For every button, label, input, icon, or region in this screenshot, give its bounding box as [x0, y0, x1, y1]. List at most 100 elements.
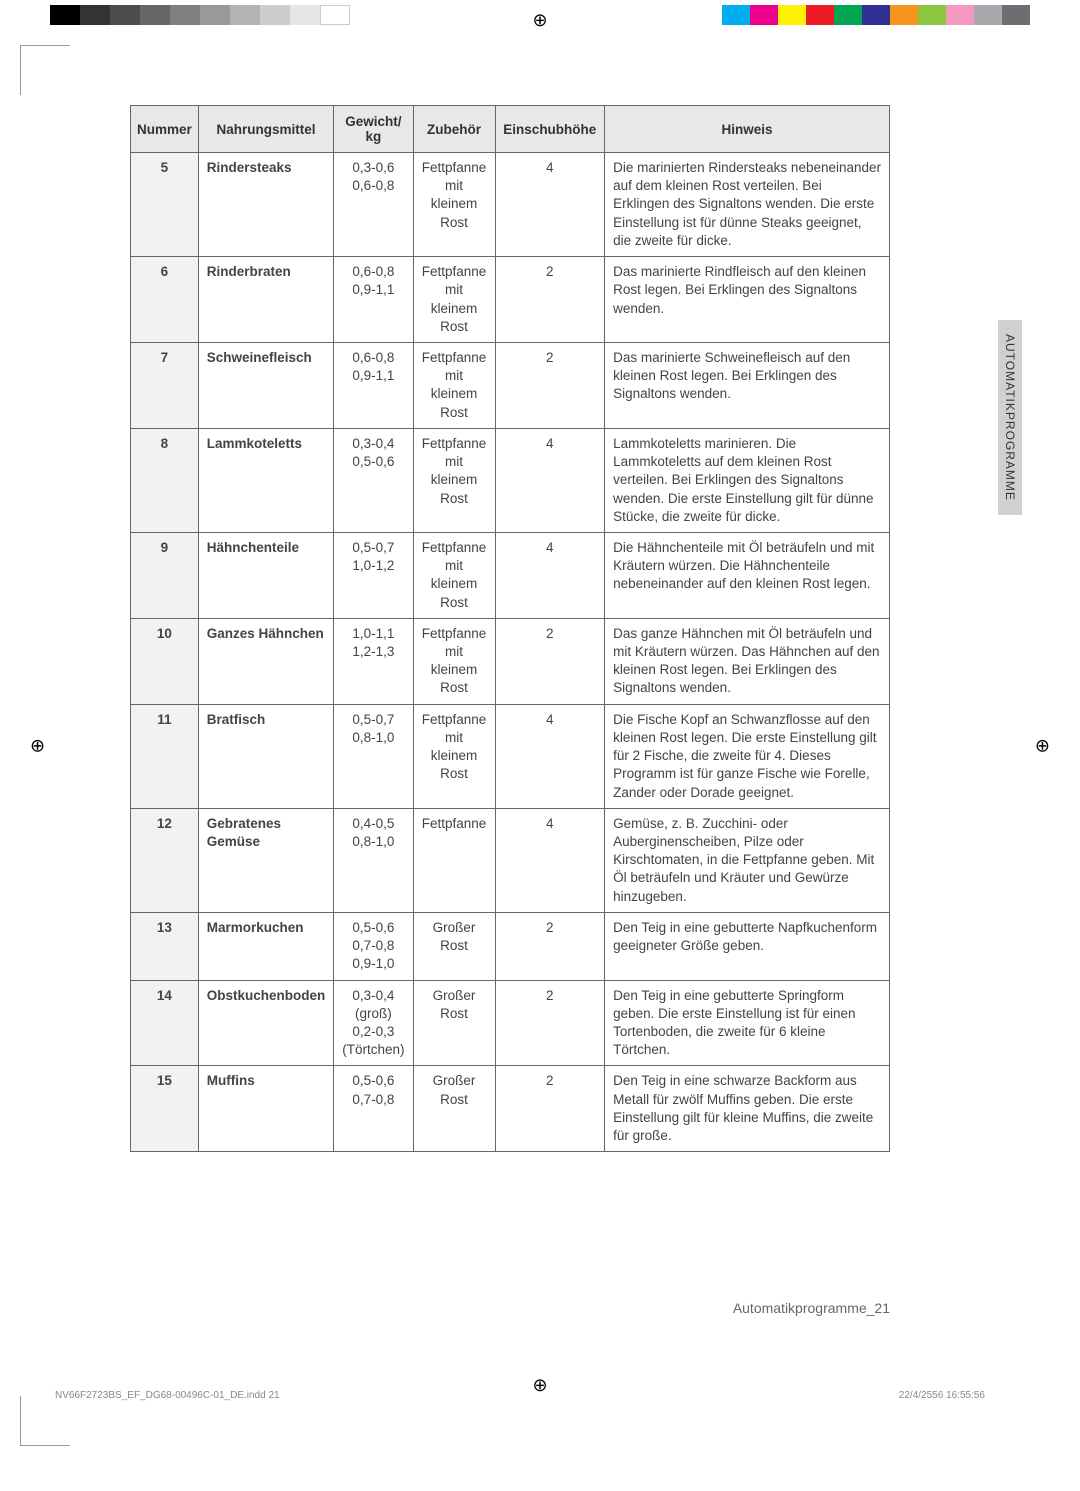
cell-number: 10 — [131, 618, 199, 704]
swatch — [320, 5, 350, 25]
cell-food: Lammkoteletts — [198, 428, 334, 532]
cell-food: Muffins — [198, 1066, 334, 1152]
cell-food: Rinderbraten — [198, 257, 334, 343]
table-row: 11Bratfisch0,5-0,70,8-1,0Fettpfanne mit … — [131, 704, 890, 808]
swatch — [110, 5, 140, 25]
cell-accessory: Fettpfanne mit kleinem Rost — [413, 428, 495, 532]
cell-weight: 0,5-0,70,8-1,0 — [334, 704, 413, 808]
table-row: 7Schweinefleisch0,6-0,80,9-1,1Fettpfanne… — [131, 342, 890, 428]
cell-weight: 0,3-0,4 (groß)0,2-0,3 (Törtchen) — [334, 980, 413, 1066]
cell-weight: 0,6-0,80,9-1,1 — [334, 257, 413, 343]
cell-weight: 0,6-0,80,9-1,1 — [334, 342, 413, 428]
color-swatches — [722, 5, 1030, 25]
header-weight: Gewicht/ kg — [334, 106, 413, 153]
page-footer-section: Automatikprogramme_21 — [733, 1300, 890, 1316]
header-food: Nahrungsmittel — [198, 106, 334, 153]
cell-number: 6 — [131, 257, 199, 343]
swatch — [806, 5, 834, 25]
table-row: 13Marmorkuchen0,5-0,60,7-0,80,9-1,0Große… — [131, 912, 890, 980]
cell-accessory: Fettpfanne mit kleinem Rost — [413, 704, 495, 808]
cell-level: 2 — [495, 912, 605, 980]
header-number: Nummer — [131, 106, 199, 153]
table-row: 6Rinderbraten0,6-0,80,9-1,1Fettpfanne mi… — [131, 257, 890, 343]
cell-hint: Die marinierten Rindersteaks nebeneinand… — [605, 153, 890, 257]
cell-food: Gebratenes Gemüse — [198, 808, 334, 912]
cell-level: 2 — [495, 342, 605, 428]
swatch — [80, 5, 110, 25]
cell-number: 12 — [131, 808, 199, 912]
cell-weight: 1,0-1,11,2-1,3 — [334, 618, 413, 704]
table-row: 8Lammkoteletts0,3-0,40,5-0,6Fettpfanne m… — [131, 428, 890, 532]
section-tab-label: AUTOMATIKPROGRAMME — [1003, 334, 1017, 501]
swatch — [50, 5, 80, 25]
registration-mark-left: ⊕ — [30, 735, 45, 756]
swatch — [750, 5, 778, 25]
table-row: 10Ganzes Hähnchen1,0-1,11,2-1,3Fettpfann… — [131, 618, 890, 704]
cell-level: 4 — [495, 532, 605, 618]
swatch — [200, 5, 230, 25]
cell-weight: 0,5-0,60,7-0,8 — [334, 1066, 413, 1152]
cell-number: 7 — [131, 342, 199, 428]
cell-food: Rindersteaks — [198, 153, 334, 257]
registration-mark-right: ⊕ — [1035, 735, 1050, 756]
cell-accessory: Großer Rost — [413, 1066, 495, 1152]
page-footer-timestamp: 22/4/2556 16:55:56 — [899, 1390, 985, 1401]
cell-weight: 0,5-0,60,7-0,80,9-1,0 — [334, 912, 413, 980]
cell-number: 5 — [131, 153, 199, 257]
cell-accessory: Fettpfanne mit kleinem Rost — [413, 153, 495, 257]
cell-hint: Den Teig in eine schwarze Backform aus M… — [605, 1066, 890, 1152]
cell-level: 2 — [495, 1066, 605, 1152]
cell-number: 14 — [131, 980, 199, 1066]
cell-accessory: Fettpfanne mit kleinem Rost — [413, 618, 495, 704]
cell-number: 15 — [131, 1066, 199, 1152]
cell-accessory: Fettpfanne mit kleinem Rost — [413, 532, 495, 618]
cell-level: 2 — [495, 980, 605, 1066]
swatch — [890, 5, 918, 25]
cell-hint: Lammkoteletts marinieren. Die Lammkotele… — [605, 428, 890, 532]
cell-level: 4 — [495, 808, 605, 912]
section-tab: AUTOMATIKPROGRAMME — [998, 320, 1022, 515]
cell-hint: Den Teig in eine gebutterte Springform g… — [605, 980, 890, 1066]
cell-hint: Die Fische Kopf an Schwanzflosse auf den… — [605, 704, 890, 808]
cell-food: Bratfisch — [198, 704, 334, 808]
header-hint: Hinweis — [605, 106, 890, 153]
cell-food: Schweinefleisch — [198, 342, 334, 428]
cell-hint: Den Teig in eine gebutterte Napfkuchenfo… — [605, 912, 890, 980]
greyscale-swatches — [50, 5, 350, 25]
swatch — [230, 5, 260, 25]
cell-food: Ganzes Hähnchen — [198, 618, 334, 704]
cell-accessory: Fettpfanne mit kleinem Rost — [413, 257, 495, 343]
swatch — [140, 5, 170, 25]
cell-number: 9 — [131, 532, 199, 618]
cell-weight: 0,4-0,50,8-1,0 — [334, 808, 413, 912]
cell-weight: 0,3-0,60,6-0,8 — [334, 153, 413, 257]
table-row: 9Hähnchenteile0,5-0,71,0-1,2Fettpfanne m… — [131, 532, 890, 618]
cell-level: 2 — [495, 257, 605, 343]
cell-weight: 0,5-0,71,0-1,2 — [334, 532, 413, 618]
cell-food: Obstkuchenboden — [198, 980, 334, 1066]
swatch — [918, 5, 946, 25]
cell-level: 4 — [495, 704, 605, 808]
cell-number: 13 — [131, 912, 199, 980]
table-row: 15Muffins0,5-0,60,7-0,8Großer Rost2Den T… — [131, 1066, 890, 1152]
swatch — [946, 5, 974, 25]
cell-accessory: Fettpfanne — [413, 808, 495, 912]
main-content: Nummer Nahrungsmittel Gewicht/ kg Zubehö… — [130, 105, 890, 1152]
cell-number: 8 — [131, 428, 199, 532]
table-header-row: Nummer Nahrungsmittel Gewicht/ kg Zubehö… — [131, 106, 890, 153]
swatch — [778, 5, 806, 25]
swatch — [1002, 5, 1030, 25]
cell-hint: Gemüse, z. B. Zucchini- oder Auberginens… — [605, 808, 890, 912]
cell-hint: Die Hähnchenteile mit Öl beträufeln und … — [605, 532, 890, 618]
cell-hint: Das ganze Hähnchen mit Öl beträufeln und… — [605, 618, 890, 704]
swatch — [260, 5, 290, 25]
cell-weight: 0,3-0,40,5-0,6 — [334, 428, 413, 532]
cell-accessory: Fettpfanne mit kleinem Rost — [413, 342, 495, 428]
swatch — [862, 5, 890, 25]
registration-mark-bottom: ⊕ — [532, 1375, 547, 1396]
cell-food: Hähnchenteile — [198, 532, 334, 618]
crop-mark — [20, 45, 70, 95]
cell-accessory: Großer Rost — [413, 912, 495, 980]
cell-hint: Das marinierte Schweinefleisch auf den k… — [605, 342, 890, 428]
table-row: 5Rindersteaks0,3-0,60,6-0,8Fettpfanne mi… — [131, 153, 890, 257]
